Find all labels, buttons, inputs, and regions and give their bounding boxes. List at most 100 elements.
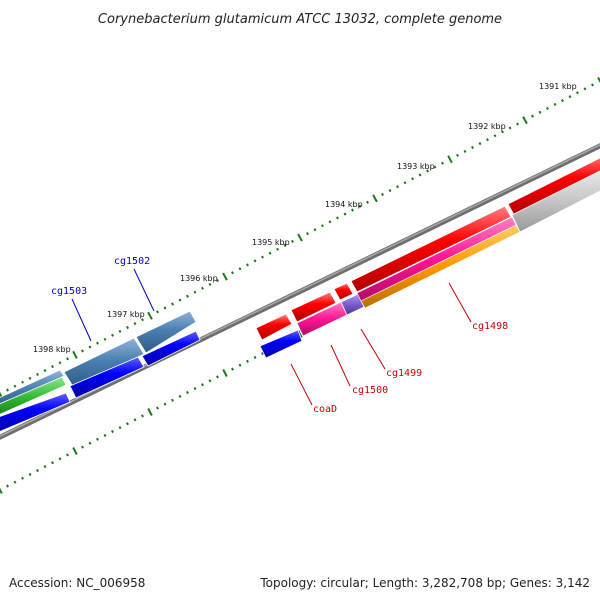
gene-label-cg1500: cg1500 (352, 385, 388, 396)
forward-strand-features (0, 157, 600, 415)
major-tick (0, 391, 3, 398)
minor-tick (388, 189, 392, 193)
minor-tick (306, 232, 309, 236)
minor-tick (426, 169, 429, 173)
gene-labels: cg1502 cg1503 cg1498 cg1499 cg1500 coaD (51, 256, 508, 415)
minor-tick (186, 390, 189, 395)
minor-tick (471, 145, 474, 150)
minor-tick (81, 349, 84, 353)
major-tick (72, 447, 78, 455)
scale-label: 1393 kbp (397, 162, 435, 171)
minor-tick (208, 379, 212, 383)
scale-label: 1392 kbp (468, 122, 506, 131)
genome-backbone (0, 143, 600, 440)
gene-label-coaD: coaD (313, 404, 337, 415)
minor-tick (141, 414, 144, 418)
minor-tick (6, 388, 9, 392)
minor-tick (253, 259, 257, 263)
minor-tick (411, 177, 414, 181)
major-tick (297, 233, 303, 242)
minor-tick (186, 294, 189, 298)
feature-red-5 (507, 157, 600, 216)
minor-tick (546, 106, 549, 110)
minor-tick (216, 279, 219, 283)
minor-tick (126, 325, 129, 330)
minor-tick (51, 461, 54, 465)
minor-tick (283, 243, 287, 247)
minor-tick (6, 484, 9, 488)
minor-tick (238, 363, 242, 367)
minor-tick (133, 418, 137, 422)
accession-text: Accession: NC_006958 (9, 576, 145, 590)
feature-cg1498-a (356, 216, 517, 302)
minor-tick (133, 322, 137, 326)
minor-tick (508, 126, 512, 130)
minor-tick (576, 91, 579, 95)
minor-tick (561, 99, 564, 103)
minor-tick (231, 271, 234, 275)
minor-tick (36, 468, 39, 473)
minor-tick (28, 376, 32, 380)
minor-tick (81, 445, 84, 449)
major-tick (222, 272, 228, 281)
feature-cg1499 (340, 293, 365, 316)
feature-cg1502 (63, 337, 145, 389)
scale-label: 1395 kbp (252, 238, 290, 247)
scale-label: 1396 kbp (180, 274, 218, 283)
feature-blue-3 (141, 330, 201, 367)
gene-label-cg1498: cg1498 (472, 321, 508, 332)
minor-tick (418, 173, 422, 177)
minor-tick (321, 224, 324, 228)
minor-tick (403, 181, 407, 185)
minor-tick (238, 267, 242, 271)
minor-tick (103, 433, 107, 437)
minor-tick (478, 142, 482, 146)
feature-red-4 (350, 205, 512, 293)
minor-tick (433, 165, 437, 169)
major-tick (222, 369, 228, 377)
major-tick (0, 487, 3, 494)
minor-tick (126, 422, 129, 426)
minor-tick (28, 472, 32, 476)
scale-label: 1394 kbp (325, 200, 363, 209)
major-tick (597, 77, 600, 84)
minor-tick (336, 216, 339, 220)
minor-tick (171, 398, 174, 402)
minor-tick (103, 337, 107, 341)
minor-tick (381, 192, 384, 196)
feature-red-3 (333, 282, 354, 301)
minor-tick (396, 185, 399, 189)
minor-tick (13, 384, 17, 388)
minor-tick (58, 361, 62, 365)
minor-tick (231, 367, 234, 371)
minor-tick (531, 114, 534, 118)
minor-tick (291, 239, 294, 243)
scale-label: 1398 kbp (33, 345, 71, 354)
minor-tick (96, 437, 99, 441)
major-tick (447, 155, 453, 164)
minor-tick (216, 375, 219, 379)
minor-tick (88, 441, 92, 445)
minor-tick (36, 372, 39, 376)
minor-tick (246, 263, 249, 267)
major-tick (147, 408, 153, 416)
outer-scale-ticks (0, 77, 600, 398)
minor-tick (463, 149, 467, 153)
minor-tick (201, 286, 204, 290)
minor-tick (591, 83, 594, 87)
genome-summary-text: Topology: circular; Length: 3,282,708 bp… (259, 576, 590, 590)
minor-tick (171, 302, 174, 306)
minor-tick (486, 138, 489, 142)
feature-red-2 (290, 291, 337, 323)
gene-label-cg1503: cg1503 (51, 286, 87, 297)
minor-tick (13, 480, 17, 484)
minor-tick (553, 102, 557, 106)
gene-label-cg1499: cg1499 (386, 368, 422, 379)
minor-tick (501, 130, 504, 134)
minor-tick (351, 208, 354, 212)
minor-tick (163, 306, 167, 310)
major-tick (147, 311, 153, 320)
minor-tick (111, 333, 114, 337)
minor-tick (43, 369, 47, 373)
minor-tick (328, 220, 332, 224)
